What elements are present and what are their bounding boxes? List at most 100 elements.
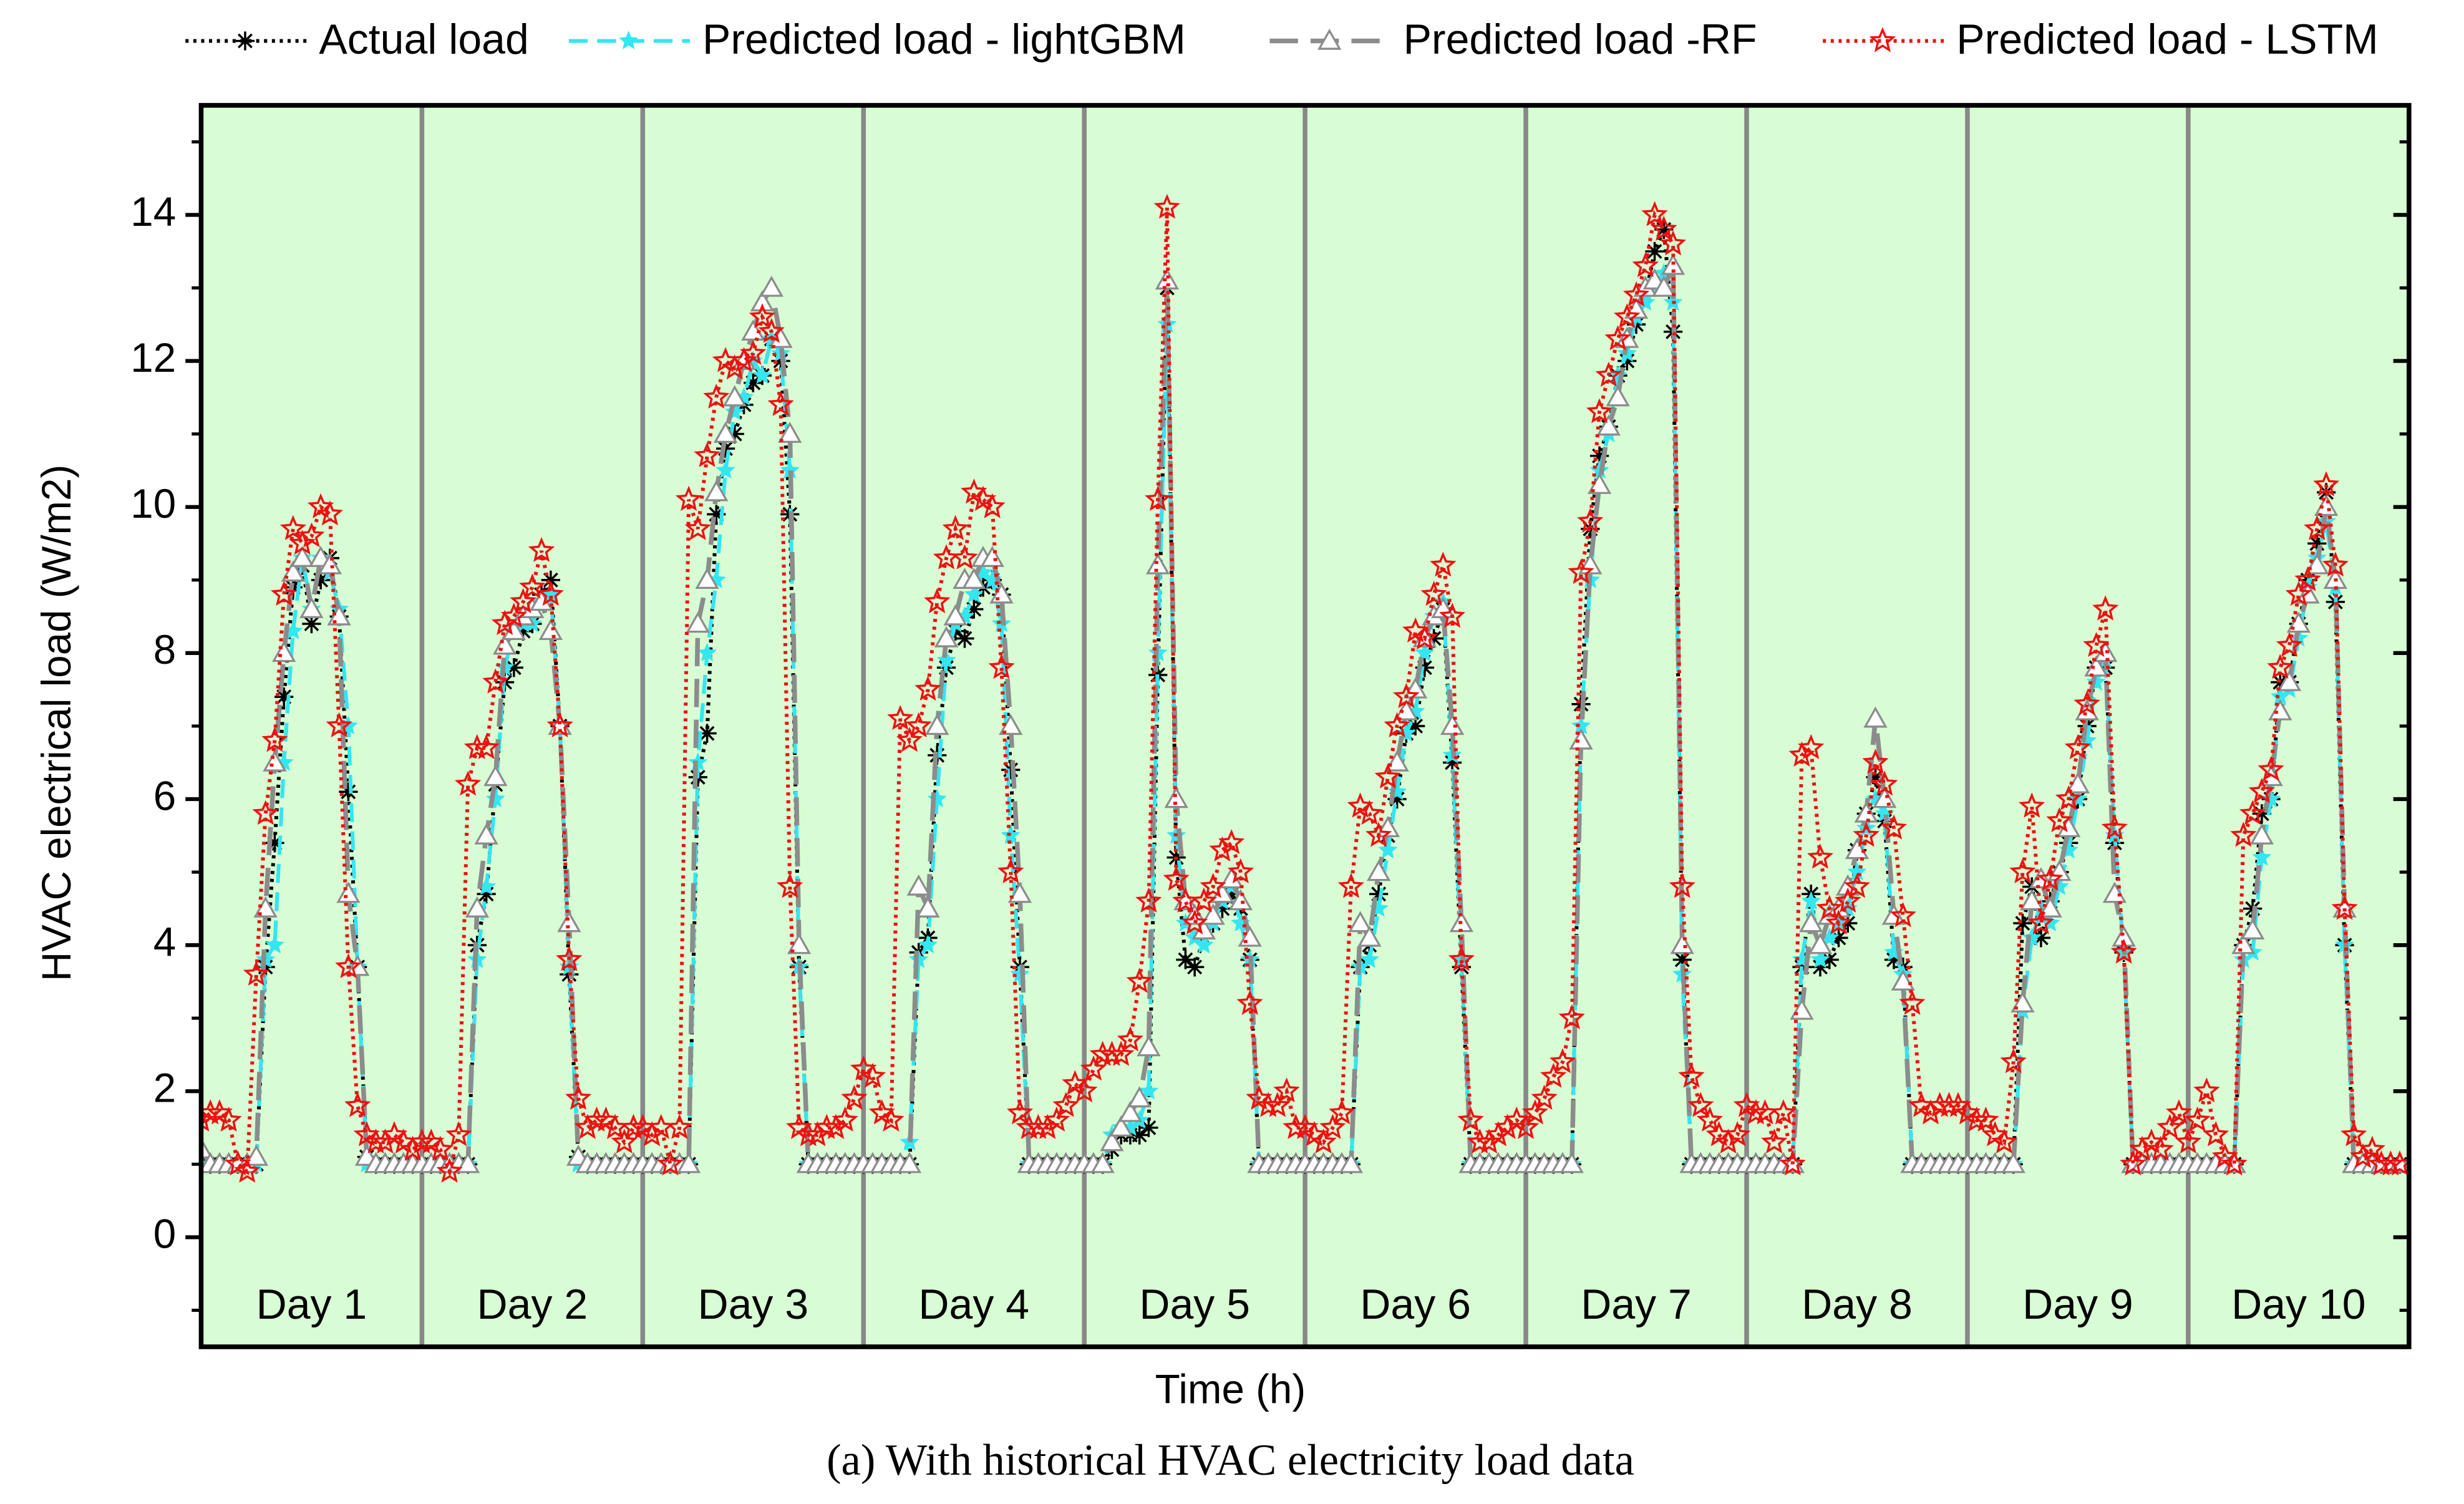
- marker: [2166, 1099, 2193, 1125]
- marker: [299, 596, 324, 618]
- marker: [436, 1157, 463, 1183]
- marker: [1866, 767, 1885, 787]
- marker: [316, 500, 343, 526]
- marker: [1374, 763, 1401, 788]
- marker: [289, 529, 316, 555]
- marker: [1273, 1077, 1300, 1103]
- marker: [427, 1135, 454, 1161]
- marker: [697, 724, 717, 743]
- marker: [694, 442, 720, 467]
- marker: [243, 960, 270, 986]
- marker: [1972, 1106, 1999, 1132]
- marker: [1810, 949, 1830, 968]
- marker: [916, 896, 940, 918]
- marker: [823, 1113, 850, 1139]
- marker: [1264, 1092, 1291, 1117]
- marker: [1742, 1099, 1769, 1125]
- marker: [1687, 1092, 1714, 1117]
- marker: [1117, 1026, 1143, 1052]
- marker: [2313, 471, 2340, 497]
- marker: [780, 460, 800, 479]
- marker: [574, 1113, 601, 1139]
- marker: [1052, 1092, 1079, 1117]
- marker: [1393, 682, 1420, 709]
- marker: [943, 604, 968, 626]
- marker: [1475, 1128, 1503, 1154]
- marker: [264, 934, 284, 954]
- marker: [1696, 1106, 1724, 1132]
- marker: [2252, 804, 2271, 823]
- marker: [1891, 969, 1915, 991]
- marker: [924, 588, 951, 614]
- legend-label: Actual load: [319, 16, 528, 63]
- marker: [1108, 1041, 1135, 1066]
- marker: [2101, 814, 2128, 840]
- marker: [1645, 241, 1664, 261]
- marker: [2221, 1150, 2248, 1176]
- marker: [1632, 252, 1659, 278]
- marker: [2009, 858, 2036, 884]
- marker: [1715, 1128, 1742, 1154]
- marker: [1589, 446, 1609, 465]
- marker: [1448, 946, 1475, 971]
- marker: [1369, 885, 1389, 904]
- marker: [955, 629, 974, 648]
- marker: [1606, 385, 1630, 407]
- marker: [1366, 860, 1391, 881]
- day-label: Day 8: [1802, 1281, 1913, 1328]
- marker: [252, 800, 279, 825]
- marker: [1118, 1100, 1143, 1122]
- marker: [1405, 716, 1425, 736]
- marker: [707, 505, 726, 524]
- marker: [546, 712, 573, 738]
- marker: [2018, 792, 2045, 818]
- marker: [1654, 220, 1674, 240]
- marker: [2267, 653, 2294, 679]
- marker: [2074, 690, 2100, 716]
- legend-marker: [1869, 27, 1896, 52]
- marker: [1550, 1048, 1576, 1074]
- marker: [502, 619, 526, 640]
- marker: [474, 823, 498, 845]
- marker: [541, 570, 560, 589]
- marker: [1384, 712, 1410, 738]
- marker: [730, 347, 757, 372]
- marker: [813, 1113, 840, 1139]
- marker: [715, 460, 735, 479]
- marker: [1816, 895, 1843, 920]
- marker: [620, 1113, 647, 1140]
- series: [201, 193, 2409, 1183]
- marker: [1853, 822, 1880, 847]
- marker: [1137, 1035, 1161, 1057]
- marker: [1820, 950, 1839, 969]
- marker: [964, 584, 984, 603]
- day-label: Day 10: [2231, 1281, 2365, 1328]
- marker: [2270, 686, 2290, 706]
- marker: [1862, 749, 1889, 774]
- marker: [1991, 1128, 2018, 1154]
- caption: (a) With historical HVAC electricity loa…: [827, 1436, 1634, 1485]
- legend-label: Predicted load -RF: [1404, 16, 1757, 63]
- marker: [302, 614, 321, 634]
- marker: [2055, 785, 2082, 810]
- day-label: Day 5: [1139, 1281, 1250, 1328]
- marker: [1586, 398, 1613, 424]
- day-label: Day 7: [1581, 1281, 1692, 1328]
- marker: [1724, 1121, 1751, 1147]
- marker: [1411, 624, 1438, 650]
- marker: [583, 1106, 610, 1132]
- marker: [2001, 1152, 2025, 1173]
- marker: [1126, 968, 1153, 993]
- marker: [1339, 1152, 1364, 1173]
- marker: [1761, 1128, 1788, 1154]
- marker: [1672, 950, 1692, 969]
- marker: [1043, 1106, 1070, 1132]
- marker: [409, 1128, 435, 1154]
- marker: [988, 653, 1015, 679]
- marker: [2377, 1150, 2404, 1176]
- marker: [556, 946, 583, 971]
- marker: [1521, 1099, 1548, 1125]
- marker: [1153, 193, 1180, 219]
- marker: [2013, 913, 2032, 933]
